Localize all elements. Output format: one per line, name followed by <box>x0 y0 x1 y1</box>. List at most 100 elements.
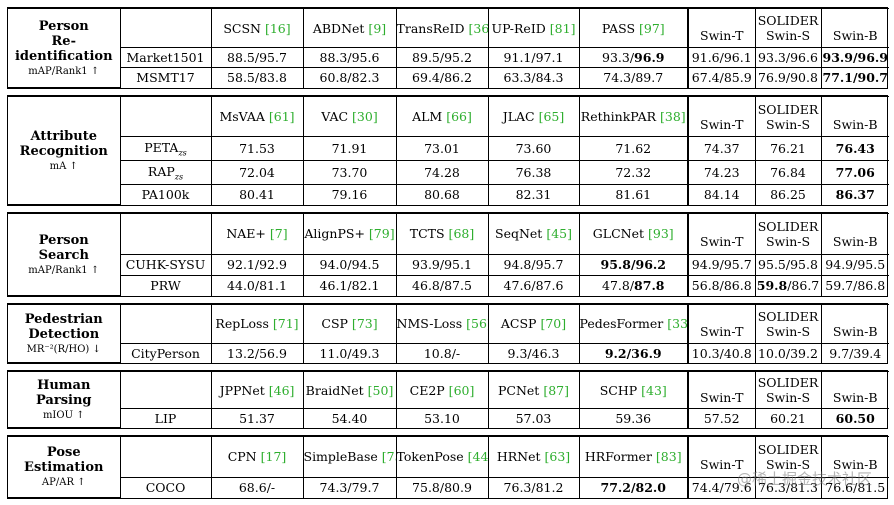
citation: [36] <box>468 20 488 36</box>
value: 76.3/81.3 <box>758 480 818 496</box>
value: 74.23 <box>703 164 740 180</box>
dataset-name: LIP <box>154 410 177 426</box>
value: 92.1/92.9 <box>227 257 287 273</box>
method-name: NMS-Loss <box>396 316 463 332</box>
citation: [68] <box>448 226 475 242</box>
method-name: SCHP <box>599 382 638 398</box>
citation: [50] <box>367 382 394 398</box>
solider-header: SOLIDER Swin-S <box>754 95 822 138</box>
value: 76.38 <box>515 164 552 180</box>
value-cell: 93.9/96.9 <box>820 47 889 69</box>
value-cell: 81.61 <box>578 183 689 205</box>
table-row: PA100k 80.41 79.16 80.68 82.31 81.61 84.14 86.2… <box>8 183 889 205</box>
variant-label: Swin-S <box>765 233 811 249</box>
solider-header: SOLIDER Swin-S <box>754 213 822 255</box>
metric-label: mA ↑ <box>49 160 78 172</box>
method-name: MsVAA <box>219 109 265 125</box>
value: 47.8/87.8 <box>602 278 665 294</box>
task-table: Person Re-identification mAP/Rank1 ↑ SCSN [… <box>8 7 889 88</box>
solider-header: Swin-B <box>820 304 889 344</box>
best-value: 77.2/82.0 <box>600 480 666 496</box>
value-cell: 9.7/39.4 <box>820 342 889 363</box>
dataset-subscript: zs <box>178 148 187 158</box>
task-cell: Pose Estimation AP/AR ↑ <box>8 436 121 498</box>
method-name: PASS <box>601 20 636 36</box>
method-header: PASS [97] <box>578 7 689 49</box>
method-header: TokenPose [44] <box>395 436 489 478</box>
value: 11.0/49.3 <box>319 345 380 361</box>
dataset-name: COCO <box>145 480 186 496</box>
value: 59.8/86.7 <box>756 278 820 294</box>
method-name: TCTS <box>409 226 445 242</box>
value: 74.28 <box>424 164 460 180</box>
citation: [44] <box>467 449 488 465</box>
variant-label: Swin-B <box>832 233 878 249</box>
best-value: 76.43 <box>835 141 875 157</box>
value: 9.7/39.4 <box>829 345 882 361</box>
method-name: UP-ReID <box>491 20 546 36</box>
solider-header: Swin-B <box>820 436 889 478</box>
citation: [9] <box>368 20 387 36</box>
task-cell: Human Parsing mIOU ↑ <box>8 371 121 428</box>
value-cell: 74.4/79.6 <box>687 476 756 498</box>
value-cell: 74.3/79.7 <box>302 476 397 498</box>
header-row: Person Search mAP/Rank1 ↑ NAE+ [7] AlignPS+ … <box>8 213 889 296</box>
citation-ref: 70 <box>545 316 562 332</box>
citation-ref: 17 <box>265 449 282 465</box>
method-name: HRFormer <box>584 449 652 465</box>
value: 60.8/82.3 <box>319 70 380 86</box>
method-header: HRNet [63] <box>487 436 580 478</box>
citation-ref: 75 <box>386 449 395 465</box>
citation-ref: 33 <box>672 316 688 332</box>
value: 76.6/81.5 <box>825 480 886 496</box>
task-name-line: Person <box>38 18 89 34</box>
value: 75.8/80.9 <box>412 480 472 496</box>
value-cell: 76.38 <box>487 160 580 185</box>
method-header: GLCNet [93] <box>578 213 689 255</box>
value-cell: 72.04 <box>210 160 304 185</box>
task-table: Person Search mAP/Rank1 ↑ NAE+ [7] AlignPS+ … <box>8 213 889 296</box>
value: 74.37 <box>703 141 740 157</box>
citation-ref: 66 <box>451 109 468 125</box>
value-cell: 54.40 <box>302 408 397 428</box>
value-cell: 71.62 <box>578 136 689 162</box>
best-value: 86.37 <box>835 187 875 203</box>
value-cell: 93.3/96.9 <box>578 47 689 69</box>
dataset-header <box>119 7 212 49</box>
task-block: Pose Estimation AP/AR ↑ CPN [17] SimpleBase … <box>7 435 889 499</box>
value-cell: 10.8/- <box>395 342 489 363</box>
citation-ref: 16 <box>269 20 286 36</box>
variant-label: Swin-S <box>765 323 811 339</box>
table-row: LIP 51.37 54.40 53.10 57.03 59.36 57.52 60.21 60… <box>8 408 889 428</box>
best-value: 93.9/96.9 <box>822 50 888 66</box>
value-cell: 76.9/90.8 <box>754 67 822 88</box>
dataset-header <box>119 213 212 255</box>
header-row: Pose Estimation AP/AR ↑ CPN [17] SimpleBase … <box>8 436 889 498</box>
value-cell: 86.37 <box>820 183 889 205</box>
citation: [17] <box>260 449 287 465</box>
citation: [75] <box>382 449 395 465</box>
citation-ref: 9 <box>373 20 382 36</box>
value-cell: 91.1/97.1 <box>487 47 580 69</box>
value: 94.9/95.7 <box>691 257 752 273</box>
value: 46.8/87.5 <box>412 278 472 294</box>
dataset-cell: CityPerson <box>119 342 212 363</box>
value-cell: 76.84 <box>754 160 822 185</box>
metric-label: AP/AR ↑ <box>41 477 86 489</box>
value-cell: 53.10 <box>395 408 489 428</box>
citation: [71] <box>272 316 299 332</box>
variant-label: Swin-B <box>832 390 878 406</box>
value: 63.3/84.3 <box>503 70 564 86</box>
citation: [38] <box>660 109 686 125</box>
value: 93.9/95.1 <box>412 257 472 273</box>
value-cell: 57.52 <box>687 408 756 428</box>
table-row: CUHK-SYSU 92.1/92.9 94.0/94.5 93.9/95.1 94.8… <box>8 253 889 276</box>
solider-label: SOLIDER <box>757 308 819 324</box>
value-cell: 74.3/89.7 <box>578 67 689 88</box>
value: 86.25 <box>770 187 806 203</box>
citation-ref: 61 <box>273 109 290 125</box>
method-header: NAE+ [7] <box>210 213 304 255</box>
value: 74.3/79.7 <box>319 480 380 496</box>
dataset-name: PRW <box>150 278 181 294</box>
variant-label: Swin-B <box>832 456 878 472</box>
